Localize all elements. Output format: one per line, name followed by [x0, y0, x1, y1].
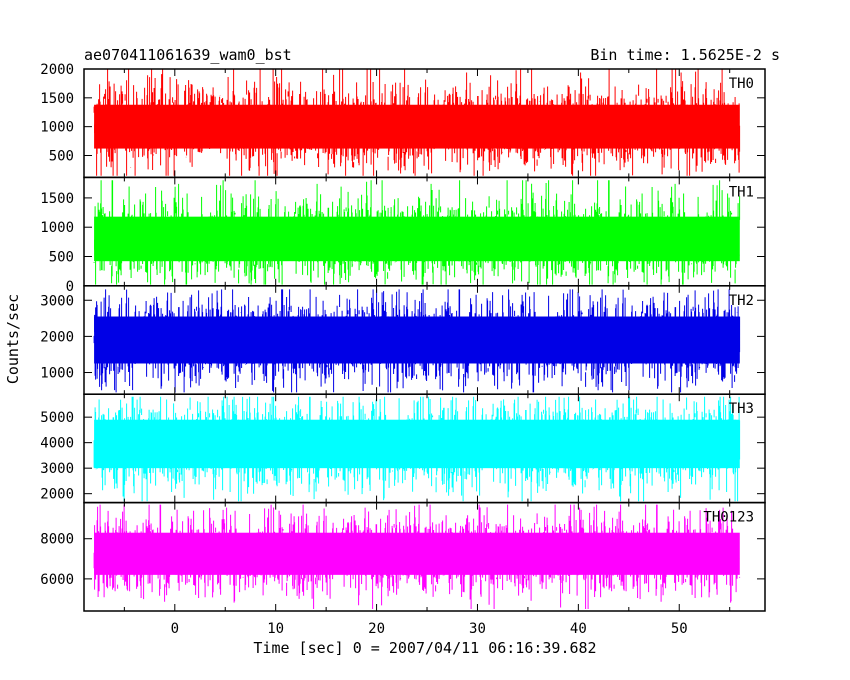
y-tick-label: 1000: [40, 120, 74, 136]
series-th3: [93, 396, 741, 502]
x-tick-label: 0: [171, 621, 179, 637]
panels: 500 1000 1500 2000 TH0 0 500 1000 1500 TH1 1000 200…: [40, 62, 766, 612]
x-tick-label: 20: [368, 621, 385, 637]
y-tick-label: 1000: [40, 366, 74, 382]
panel-label: TH0123: [703, 510, 754, 526]
x-axis: 0 10 20 30 40 50: [171, 621, 688, 637]
series-th1: [93, 180, 741, 285]
y-tick-label: 2000: [40, 329, 74, 345]
series-th2: [93, 289, 741, 393]
panel-th0: 500 1000 1500 2000 TH0: [40, 62, 766, 179]
y-axis-label: Counts/sec: [4, 294, 22, 384]
y-tick-label: 1000: [40, 220, 74, 236]
x-tick-label: 40: [570, 621, 587, 637]
y-tick-label: 500: [49, 148, 74, 164]
panel-th2: 1000 2000 3000 TH2: [40, 285, 766, 395]
y-tick-label: 6000: [40, 572, 74, 588]
y-tick-label: 0: [66, 279, 74, 295]
series-th0123: [93, 504, 741, 609]
panel-th0123: 6000 8000 TH0123: [40, 501, 766, 612]
panel-label: TH3: [729, 401, 754, 417]
x-tick-label: 30: [469, 621, 486, 637]
series-th0: [93, 69, 741, 176]
panel-frame: [83, 501, 766, 612]
panel-th3: 2000 3000 4000 5000 TH3: [40, 393, 766, 504]
y-tick-label: 3000: [40, 293, 74, 309]
y-tick-label: 5000: [40, 410, 74, 426]
y-tick-label: 4000: [40, 436, 74, 452]
y-tick-label: 3000: [40, 461, 74, 477]
panel-label: TH0: [729, 76, 754, 92]
y-tick-label: 1500: [40, 91, 74, 107]
y-tick-label: 2000: [40, 487, 74, 503]
bin-time-label: Bin time: 1.5625E-2 s: [590, 46, 780, 64]
y-tick-label: 8000: [40, 532, 74, 548]
y-tick-label: 2000: [40, 62, 74, 78]
y-tick-label: 500: [49, 250, 74, 266]
panel-th1: 0 500 1000 1500 TH1: [40, 176, 766, 295]
x-axis-label: Time [sec] 0 = 2007/04/11 06:16:39.682: [253, 639, 596, 657]
x-tick-label: 10: [267, 621, 284, 637]
chart-title: ae070411061639_wam0_bst: [84, 46, 292, 64]
panel-label: TH1: [729, 184, 754, 200]
x-tick-label: 50: [671, 621, 688, 637]
panel-label: TH2: [729, 293, 754, 309]
y-tick-label: 1500: [40, 191, 74, 207]
